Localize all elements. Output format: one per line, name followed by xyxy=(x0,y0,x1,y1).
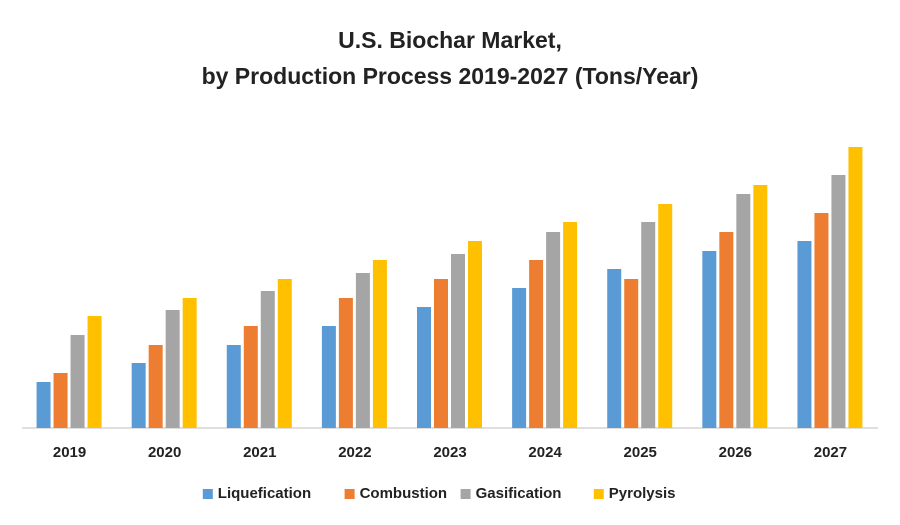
bar xyxy=(624,279,639,428)
bar xyxy=(260,291,275,428)
chart-title: by Production Process 2019-2027 (Tons/Ye… xyxy=(202,63,699,89)
legend-label: Combustion xyxy=(360,485,448,502)
bar xyxy=(131,363,146,428)
bar xyxy=(607,269,622,428)
legend-label: Liquefication xyxy=(218,485,311,502)
bar xyxy=(753,185,768,428)
legend-swatch xyxy=(460,489,471,499)
bar xyxy=(338,298,353,428)
legend-swatch xyxy=(344,489,355,499)
x-tick-label: 2023 xyxy=(433,444,466,461)
bar xyxy=(831,175,846,428)
bar xyxy=(641,222,656,428)
x-tick-label: 2020 xyxy=(148,444,181,461)
legend-swatch xyxy=(202,489,213,499)
x-tick-label: 2021 xyxy=(243,444,276,461)
bar xyxy=(468,241,482,428)
bar xyxy=(848,147,863,428)
x-tick-label: 2024 xyxy=(528,444,562,461)
bar xyxy=(355,273,370,428)
bar xyxy=(797,241,812,428)
bar xyxy=(719,232,734,428)
x-tick-label: 2019 xyxy=(53,444,86,461)
bar xyxy=(451,254,465,428)
bar xyxy=(226,345,241,428)
bar xyxy=(53,373,68,428)
bar xyxy=(148,345,163,428)
bar xyxy=(87,316,102,428)
x-tick-label: 2025 xyxy=(624,444,657,461)
x-tick-label: 2027 xyxy=(814,444,847,461)
legend-label: Pyrolysis xyxy=(609,485,676,502)
legend-label: Gasification xyxy=(476,485,562,502)
bar xyxy=(434,279,448,428)
legend-swatch xyxy=(593,489,604,499)
chart-title: U.S. Biochar Market, xyxy=(338,27,562,53)
x-tick-label: 2026 xyxy=(719,444,752,461)
bar xyxy=(736,194,751,428)
bar xyxy=(512,288,527,428)
bar xyxy=(70,335,85,428)
bar xyxy=(36,382,51,428)
bar xyxy=(321,326,336,428)
bar xyxy=(814,213,829,428)
bar xyxy=(182,298,197,428)
bar xyxy=(277,279,292,428)
bar xyxy=(417,307,431,428)
bar xyxy=(563,222,578,428)
bar xyxy=(243,326,258,428)
bar xyxy=(546,232,561,428)
bar xyxy=(372,260,387,428)
bar xyxy=(165,310,180,428)
bar xyxy=(658,204,673,428)
bar xyxy=(702,251,717,428)
bar xyxy=(529,260,544,428)
x-tick-label: 2022 xyxy=(338,444,371,461)
